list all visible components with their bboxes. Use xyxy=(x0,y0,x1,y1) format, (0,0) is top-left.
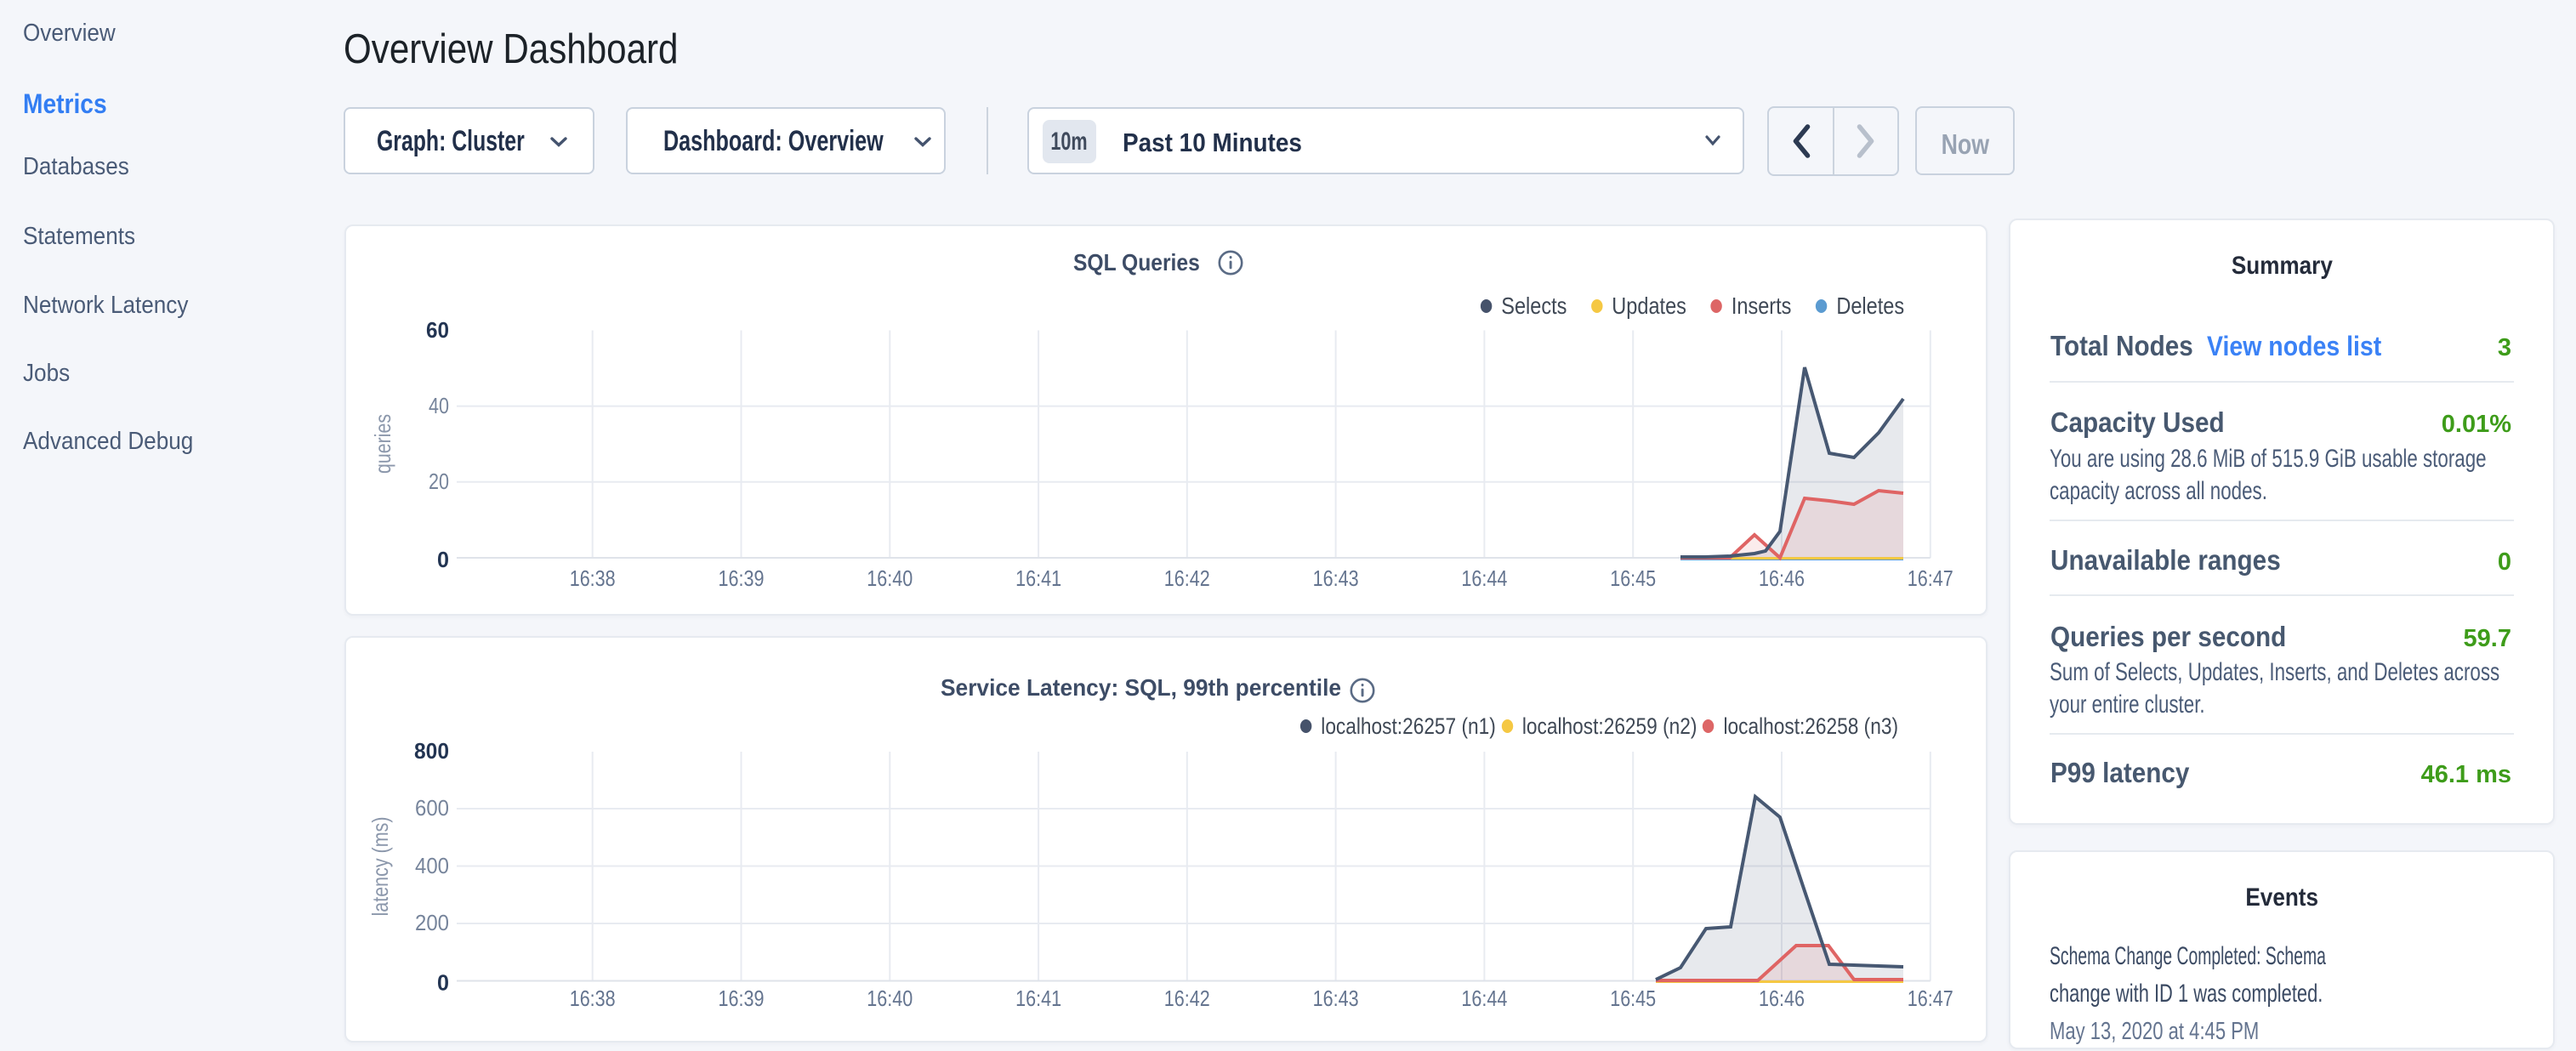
svg-text:16:41: 16:41 xyxy=(1015,565,1061,591)
svg-text:16:38: 16:38 xyxy=(570,565,616,591)
svg-text:16:47: 16:47 xyxy=(1908,986,1953,1011)
svg-text:16:42: 16:42 xyxy=(1164,986,1210,1011)
svg-text:0: 0 xyxy=(437,547,449,572)
svg-text:16:39: 16:39 xyxy=(719,986,765,1011)
svg-text:400: 400 xyxy=(415,853,449,878)
svg-text:16:40: 16:40 xyxy=(867,565,913,591)
svg-text:20: 20 xyxy=(429,469,449,494)
svg-text:16:45: 16:45 xyxy=(1610,565,1656,591)
svg-text:16:42: 16:42 xyxy=(1164,565,1210,591)
svg-text:16:46: 16:46 xyxy=(1759,565,1805,591)
svg-text:200: 200 xyxy=(415,910,449,935)
svg-text:16:44: 16:44 xyxy=(1461,986,1507,1011)
svg-text:60: 60 xyxy=(426,317,449,343)
svg-text:16:40: 16:40 xyxy=(867,986,913,1011)
svg-text:16:39: 16:39 xyxy=(719,565,765,591)
svg-text:0: 0 xyxy=(437,970,449,996)
svg-text:queries: queries xyxy=(370,414,395,474)
svg-text:16:43: 16:43 xyxy=(1313,986,1359,1011)
svg-text:16:38: 16:38 xyxy=(570,986,616,1011)
svg-text:600: 600 xyxy=(415,795,449,821)
svg-text:16:41: 16:41 xyxy=(1015,986,1061,1011)
svg-text:latency (ms): latency (ms) xyxy=(367,817,393,917)
svg-text:16:47: 16:47 xyxy=(1908,565,1953,591)
svg-text:16:43: 16:43 xyxy=(1313,565,1359,591)
svg-text:16:46: 16:46 xyxy=(1759,986,1805,1011)
svg-text:16:44: 16:44 xyxy=(1461,565,1507,591)
svg-text:40: 40 xyxy=(429,393,449,418)
svg-text:16:45: 16:45 xyxy=(1610,986,1656,1011)
svg-text:800: 800 xyxy=(414,738,449,764)
